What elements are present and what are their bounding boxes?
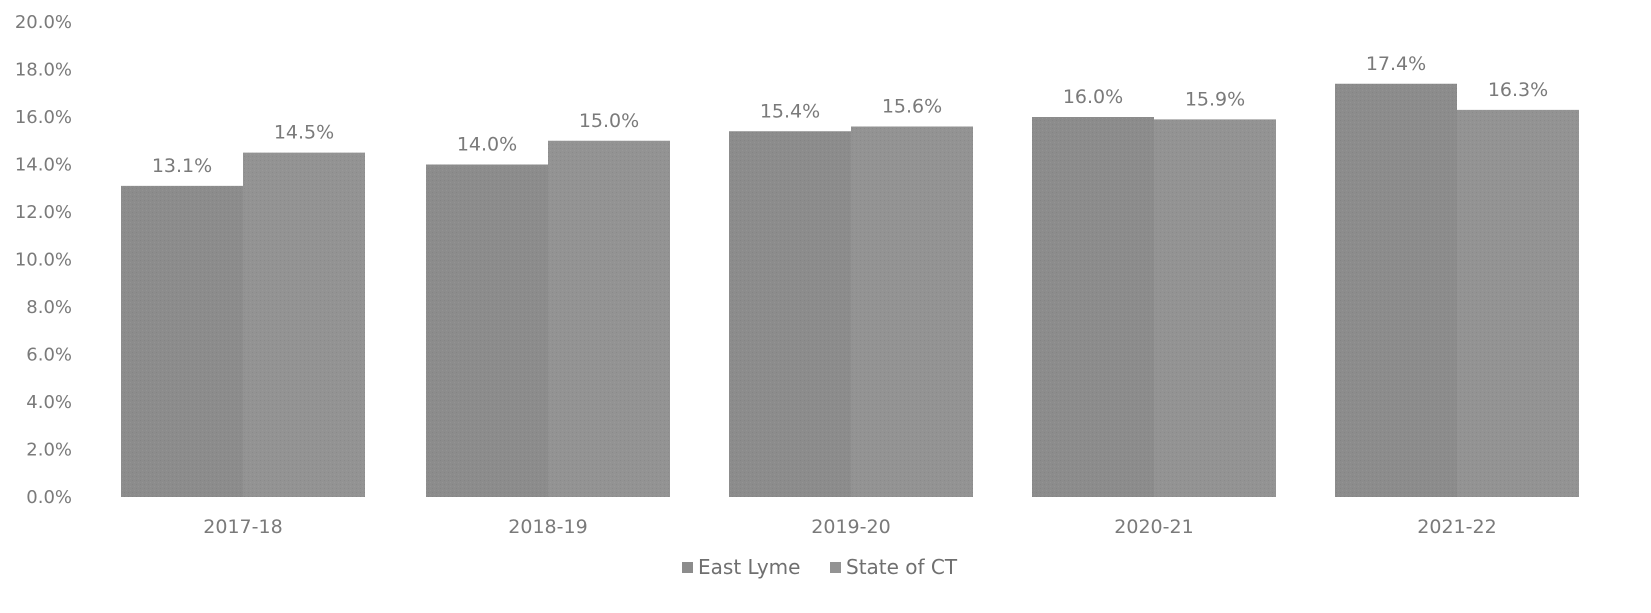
y-tick-label: 18.0% — [15, 60, 72, 81]
y-tick-label: 8.0% — [26, 297, 72, 318]
data-label: 15.0% — [579, 110, 639, 132]
y-tick-label: 2.0% — [26, 440, 72, 461]
data-label: 14.0% — [457, 134, 517, 156]
data-label: 16.0% — [1063, 86, 1123, 108]
y-tick-label: 10.0% — [15, 250, 72, 271]
data-label: 14.5% — [274, 122, 334, 144]
x-tick-label: 2020-21 — [1114, 516, 1193, 538]
bar-texture — [1032, 117, 1154, 497]
bar-texture — [1335, 83, 1457, 497]
x-axis: 2017-18 2018-19 2019-20 2020-21 2021-22 — [203, 516, 1496, 538]
legend-label-state-of-ct: State of CT — [846, 555, 958, 579]
x-tick-label: 2019-20 — [811, 516, 890, 538]
bar-texture — [729, 131, 851, 497]
y-tick-label: 12.0% — [15, 202, 72, 223]
bar-texture — [1154, 119, 1276, 497]
data-labels: 13.1% 14.5% 14.0% 15.0% 15.4% 15.6% 16.0% 15.9%… — [152, 53, 1548, 177]
y-tick-label: 14.0% — [15, 155, 72, 176]
bar-texture — [121, 185, 243, 497]
y-tick-label: 16.0% — [15, 107, 72, 128]
legend-label-east-lyme: East Lyme — [698, 555, 800, 579]
y-tick-label: 4.0% — [26, 392, 72, 413]
y-tick-label: 20.0% — [15, 12, 72, 33]
bar-texture — [851, 126, 973, 497]
bar-texture — [426, 164, 548, 497]
y-tick-label: 0.0% — [26, 487, 72, 508]
bar-texture — [548, 140, 670, 497]
legend-swatch-state-of-ct — [830, 562, 841, 573]
data-label: 15.9% — [1185, 88, 1245, 110]
data-label: 17.4% — [1366, 53, 1426, 75]
y-tick-label: 6.0% — [26, 345, 72, 366]
data-label: 15.6% — [882, 96, 942, 118]
y-axis: 0.0% 2.0% 4.0% 6.0% 8.0% 10.0% 12.0% 14.0% 16.0%… — [15, 12, 72, 508]
x-tick-label: 2018-19 — [508, 516, 587, 538]
data-label: 15.4% — [760, 100, 820, 122]
bar-texture — [243, 152, 365, 497]
x-tick-label: 2021-22 — [1417, 516, 1496, 538]
x-tick-label: 2017-18 — [203, 516, 282, 538]
legend: East Lyme State of CT — [682, 555, 958, 579]
bar-texture — [1457, 109, 1579, 497]
data-label: 13.1% — [152, 155, 212, 177]
data-label: 16.3% — [1488, 79, 1548, 101]
legend-swatch-east-lyme — [682, 562, 693, 573]
bars — [121, 83, 1579, 497]
